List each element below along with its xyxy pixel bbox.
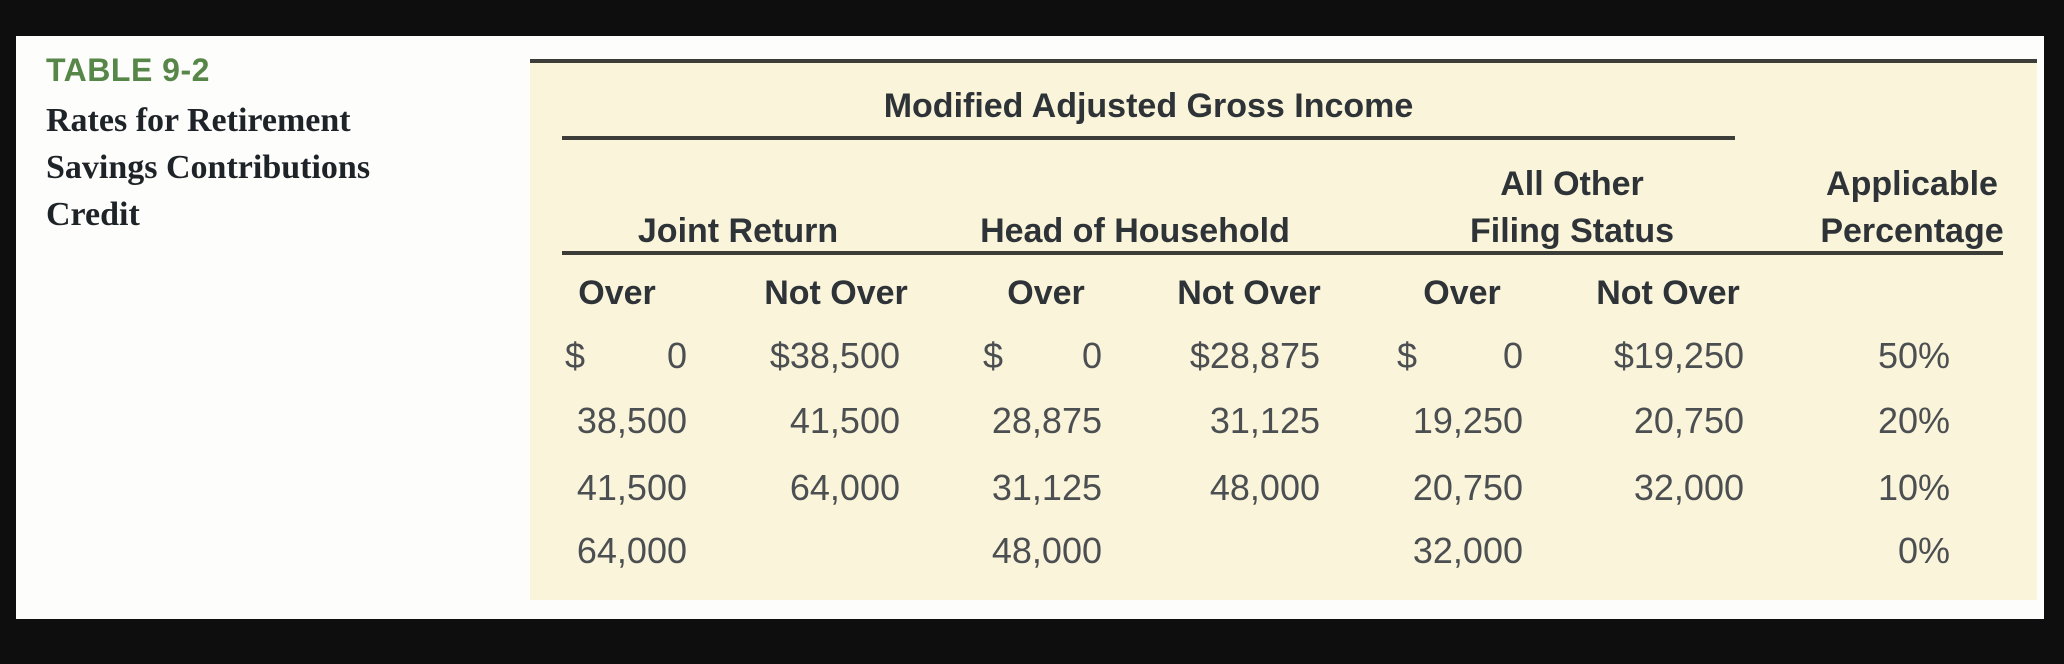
cell-value: 64,000 <box>789 467 900 508</box>
cell-value: $28,875 <box>1189 335 1320 376</box>
cell-joint-not-over <box>740 530 900 576</box>
column-header-hoh-not-over: Not Over <box>1177 274 1321 312</box>
cell-allother-over: 20,750 <box>1397 467 1523 513</box>
cell-value: 10% <box>1877 467 1950 508</box>
cell-value: 0% <box>1897 530 1950 571</box>
spanner-header-magi: Modified Adjusted Gross Income <box>562 87 1735 140</box>
group-header-applicable-line-2: Percentage <box>1820 212 2004 250</box>
cell-hoh-over: 28,875 <box>983 400 1102 446</box>
group-header-head-of-household: Head of Household <box>980 212 1290 250</box>
cell-applicable-percentage: 20% <box>1850 400 1950 446</box>
dollar-sign: $ <box>983 335 1004 376</box>
cell-joint-not-over: 41,500 <box>740 400 900 446</box>
cell-value: 48,000 <box>991 530 1102 571</box>
cell-allother-not-over: 20,750 <box>1584 400 1744 446</box>
table-row: 41,500 64,000 31,125 48,000 20,750 32,00… <box>530 467 2037 513</box>
cell-hoh-over: 31,125 <box>983 467 1102 513</box>
cell-allother-not-over: 32,000 <box>1584 467 1744 513</box>
cell-value: 32,000 <box>1633 467 1744 508</box>
cell-hoh-not-over: $28,875 <box>1160 335 1320 381</box>
cell-hoh-not-over: 31,125 <box>1160 400 1320 446</box>
cell-applicable-percentage: 10% <box>1850 467 1950 513</box>
cell-value: 20,750 <box>1633 400 1744 441</box>
cell-applicable-percentage: 50% <box>1850 335 1950 381</box>
cell-value: 0 <box>1502 335 1523 376</box>
cell-allother-over: $0 <box>1397 335 1523 381</box>
cell-allother-not-over: $19,250 <box>1584 335 1744 381</box>
column-header-hoh-over: Over <box>1007 274 1085 312</box>
cell-value: 32,000 <box>1412 530 1523 571</box>
group-header-all-other-filing-status: All Other Filing Status <box>1392 161 1752 255</box>
cell-joint-not-over: $38,500 <box>740 335 900 381</box>
table-title-line-3: Credit <box>46 196 140 233</box>
subheader-rule <box>562 251 2003 255</box>
cell-value: 48,000 <box>1209 467 1320 508</box>
cell-value: 0 <box>1081 335 1102 376</box>
dollar-sign: $ <box>1397 335 1418 376</box>
cell-value: 0 <box>666 335 687 376</box>
cell-value: 41,500 <box>789 400 900 441</box>
table-title-line-1: Rates for Retirement <box>46 102 351 139</box>
cell-joint-over: 64,000 <box>565 530 687 576</box>
cell-joint-over: $0 <box>565 335 687 381</box>
table-row: 64,000 48,000 32,000 0% <box>530 530 2037 576</box>
cell-value: 31,125 <box>991 467 1102 508</box>
table-title-line-2: Savings Contributions <box>46 149 371 186</box>
cell-applicable-percentage: 0% <box>1850 530 1950 576</box>
table-row: 38,500 41,500 28,875 31,125 19,250 20,75… <box>530 400 2037 446</box>
scanned-page: TABLE 9-2 Rates for Retirement Savings C… <box>16 36 2044 619</box>
cell-value: $38,500 <box>769 335 900 376</box>
table-title: Rates for Retirement Savings Contributio… <box>46 97 370 238</box>
cell-allother-over: 19,250 <box>1397 400 1523 446</box>
column-header-joint-over: Over <box>578 274 656 312</box>
group-header-all-other-line-2: Filing Status <box>1470 212 1674 250</box>
group-header-joint-return: Joint Return <box>637 212 839 250</box>
table-number-label: TABLE 9-2 <box>46 52 210 88</box>
cell-value: 41,500 <box>576 467 687 508</box>
cell-allother-over: 32,000 <box>1397 530 1523 576</box>
cell-value: 38,500 <box>576 400 687 441</box>
cell-allother-not-over <box>1584 530 1744 576</box>
cell-hoh-not-over: 48,000 <box>1160 467 1320 513</box>
cell-value: $19,250 <box>1613 335 1744 376</box>
cell-value: 50% <box>1877 335 1950 376</box>
cell-joint-over: 38,500 <box>565 400 687 446</box>
group-header-applicable-percentage: Applicable Percentage <box>1752 161 2064 255</box>
cell-hoh-not-over <box>1160 530 1320 576</box>
table-row: $0 $38,500 $0 $28,875 $0 $19,250 50% <box>530 335 2037 381</box>
cell-value: 31,125 <box>1209 400 1320 441</box>
cell-value: 20,750 <box>1412 467 1523 508</box>
cell-joint-not-over: 64,000 <box>740 467 900 513</box>
column-header-joint-not-over: Not Over <box>764 274 908 312</box>
cell-value: 20% <box>1877 400 1950 441</box>
rates-table: Modified Adjusted Gross Income Joint Ret… <box>530 59 2037 600</box>
cell-hoh-over: 48,000 <box>983 530 1102 576</box>
dollar-sign: $ <box>565 335 586 376</box>
cell-value: 64,000 <box>576 530 687 571</box>
cell-hoh-over: $0 <box>983 335 1102 381</box>
cell-joint-over: 41,500 <box>565 467 687 513</box>
table-caption: TABLE 9-2 Rates for Retirement Savings C… <box>46 52 370 238</box>
group-header-applicable-line-1: Applicable <box>1826 165 1998 203</box>
cell-value: 19,250 <box>1412 400 1523 441</box>
column-header-allother-over: Over <box>1423 274 1501 312</box>
group-header-all-other-line-1: All Other <box>1500 165 1644 203</box>
cell-value: 28,875 <box>991 400 1102 441</box>
column-header-allother-not-over: Not Over <box>1596 274 1740 312</box>
